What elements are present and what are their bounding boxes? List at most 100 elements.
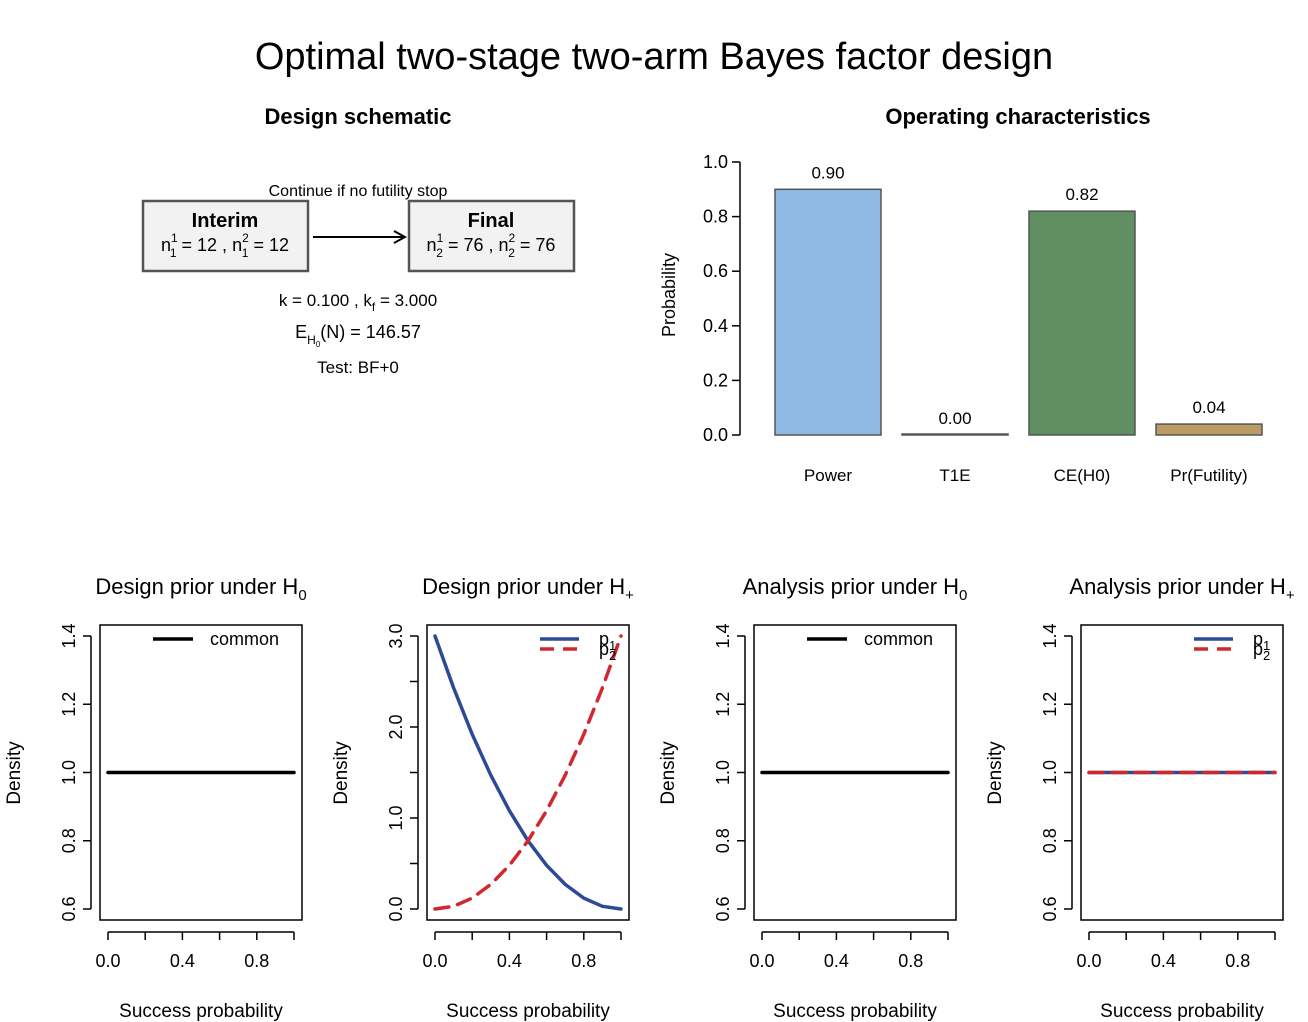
oc-category-label: Pr(Futility) (1170, 466, 1247, 485)
x-tick-label: 0.4 (170, 951, 195, 971)
oc-bar (774, 188, 882, 436)
y-axis-label: Density (985, 741, 1006, 805)
final-sup-1: 1 (437, 231, 444, 245)
y-axis-label: Density (4, 741, 25, 805)
panel-title: Design prior under H+ (422, 574, 634, 604)
y-tick-label: 1.0 (386, 805, 406, 830)
final-eq-1: = (443, 235, 464, 255)
oc-category-label: Power (804, 466, 853, 485)
final-box: Final n1 2 = 76 , n2 2 = 76 (407, 199, 576, 273)
panel-title: Design prior under H0 (95, 574, 306, 604)
oc-bar (1028, 210, 1136, 436)
oc-data-labels: 0.90 0.00 0.82 0.04 (811, 163, 1225, 428)
legend-label: common (210, 629, 279, 649)
expected-n-value: 146.57 (366, 322, 421, 342)
design-schematic: Design schematic Continue if no futility… (141, 104, 576, 377)
legend-label-text: common (210, 629, 279, 649)
interim-eq-1: = (177, 235, 198, 255)
oc-bar (901, 433, 1009, 436)
final-box-frame (407, 199, 576, 273)
arrow-label: Continue if no futility stop (269, 183, 448, 200)
legend-label-text: p (1253, 629, 1263, 649)
k-prefix: k = (279, 291, 307, 310)
interim-sup-2: 2 (242, 231, 249, 245)
oc-category-labels: Power T1E CE(H0) Pr(Futility) (804, 466, 1248, 485)
legend-label: common (864, 629, 933, 649)
schematic-title: Design schematic (264, 104, 451, 129)
panel-title-sub: + (625, 587, 634, 604)
x-tick-label: 0.0 (422, 951, 447, 971)
plot-frame (426, 624, 630, 921)
panel-title-text: Analysis prior under H (1069, 574, 1285, 599)
y-tick-label: 0.8 (713, 828, 733, 853)
page-title: Optimal two-stage two-arm Bayes factor d… (254, 36, 1054, 78)
interim-n2-value: 12 (269, 235, 289, 255)
y-tick-label: 1.2 (713, 692, 733, 717)
interim-sup-1: 1 (171, 231, 178, 245)
plot-frame (1080, 624, 1284, 921)
y-tick-label: 0.0 (386, 896, 406, 921)
final-n2-value: 76 (535, 235, 555, 255)
legend-label-sub: 2 (609, 648, 616, 663)
expected-e: E (295, 322, 307, 342)
prior-panel-3: Analysis prior under H0 0.0 0.4 0.8 Success … (658, 574, 967, 1022)
expected-n-paren: (N) = (320, 322, 366, 342)
panel-title: Analysis prior under H0 (743, 574, 968, 604)
x-tick-label: 0.0 (95, 951, 120, 971)
interim-n-symbol-1: n (161, 235, 171, 255)
prior-panel-1: Design prior under H0 0.0 0.4 0.8 Success pr… (4, 574, 307, 1022)
final-n-symbol-2: n (499, 235, 509, 255)
panel-title-group: Analysis prior under H+ (1069, 574, 1294, 604)
oc-y-tick-label: 0.2 (703, 370, 728, 390)
legend-label: p1 (599, 629, 616, 653)
legend-label-text: p (599, 639, 609, 659)
legend-label: p1 (1253, 629, 1270, 653)
legend-label-text: common (864, 629, 933, 649)
final-eq-2: = (515, 235, 536, 255)
x-tick-label: 0.4 (497, 951, 522, 971)
panel-title-group: Analysis prior under H0 (743, 574, 968, 604)
panel-title-text: Design prior under H (422, 574, 625, 599)
threshold-label: k = 0.100 , kf = 3.000 (279, 291, 437, 314)
oc-chart: Operating characteristics Probability 0.… (659, 104, 1263, 485)
panel-title-group: Design prior under H0 (95, 574, 306, 604)
panel-title-text: Analysis prior under H (743, 574, 959, 599)
panel-title-sub: + (1286, 587, 1295, 604)
x-tick-label: 0.8 (244, 951, 269, 971)
k-value: 0.100 (307, 291, 350, 310)
kf-value: 3.000 (395, 291, 438, 310)
legend-label-sub: 1 (609, 638, 616, 653)
oc-ylabel: Probability (659, 253, 679, 337)
panel-title-sub: 0 (298, 587, 306, 604)
oc-y-axis: 0.0 0.2 0.4 0.6 0.8 1.0 (703, 152, 741, 445)
interim-eq-2: = (248, 235, 269, 255)
y-tick-label: 1.4 (713, 623, 733, 648)
plot-frame (753, 624, 957, 921)
oc-y-tick-label: 0.0 (703, 425, 728, 445)
interim-box-frame (141, 199, 310, 273)
oc-data-label: 0.82 (1065, 185, 1098, 204)
interim-sample-sizes: n1 1 = 12 , n2 1 = 12 (161, 231, 289, 260)
expected-n-label: EH0(N) = 146.57 (295, 322, 421, 349)
oc-bars (774, 188, 1263, 436)
interim-box: Interim n1 1 = 12 , n2 1 = 12 (141, 199, 310, 273)
x-tick-label: 0.4 (824, 951, 849, 971)
final-sample-sizes: n1 2 = 76 , n2 2 = 76 (427, 231, 556, 260)
panel-title-text: Design prior under H (95, 574, 298, 599)
y-tick-label: 3.0 (386, 623, 406, 648)
panel-title-group: Design prior under H+ (422, 574, 634, 604)
oc-category-label: CE(H0) (1054, 466, 1111, 485)
final-n1-value: 76 (463, 235, 483, 255)
final-title: Final (468, 210, 515, 232)
legend-label: p2 (599, 639, 616, 663)
y-tick-label: 1.2 (59, 692, 79, 717)
legend-label-sub: 1 (1263, 638, 1270, 653)
x-tick-label: 0.0 (749, 951, 774, 971)
x-tick-label: 0.0 (1076, 951, 1101, 971)
plot-frame (99, 624, 303, 921)
oc-bar (1155, 423, 1263, 436)
x-axis-label: Success probability (1100, 1001, 1264, 1022)
y-tick-label: 1.4 (59, 623, 79, 648)
